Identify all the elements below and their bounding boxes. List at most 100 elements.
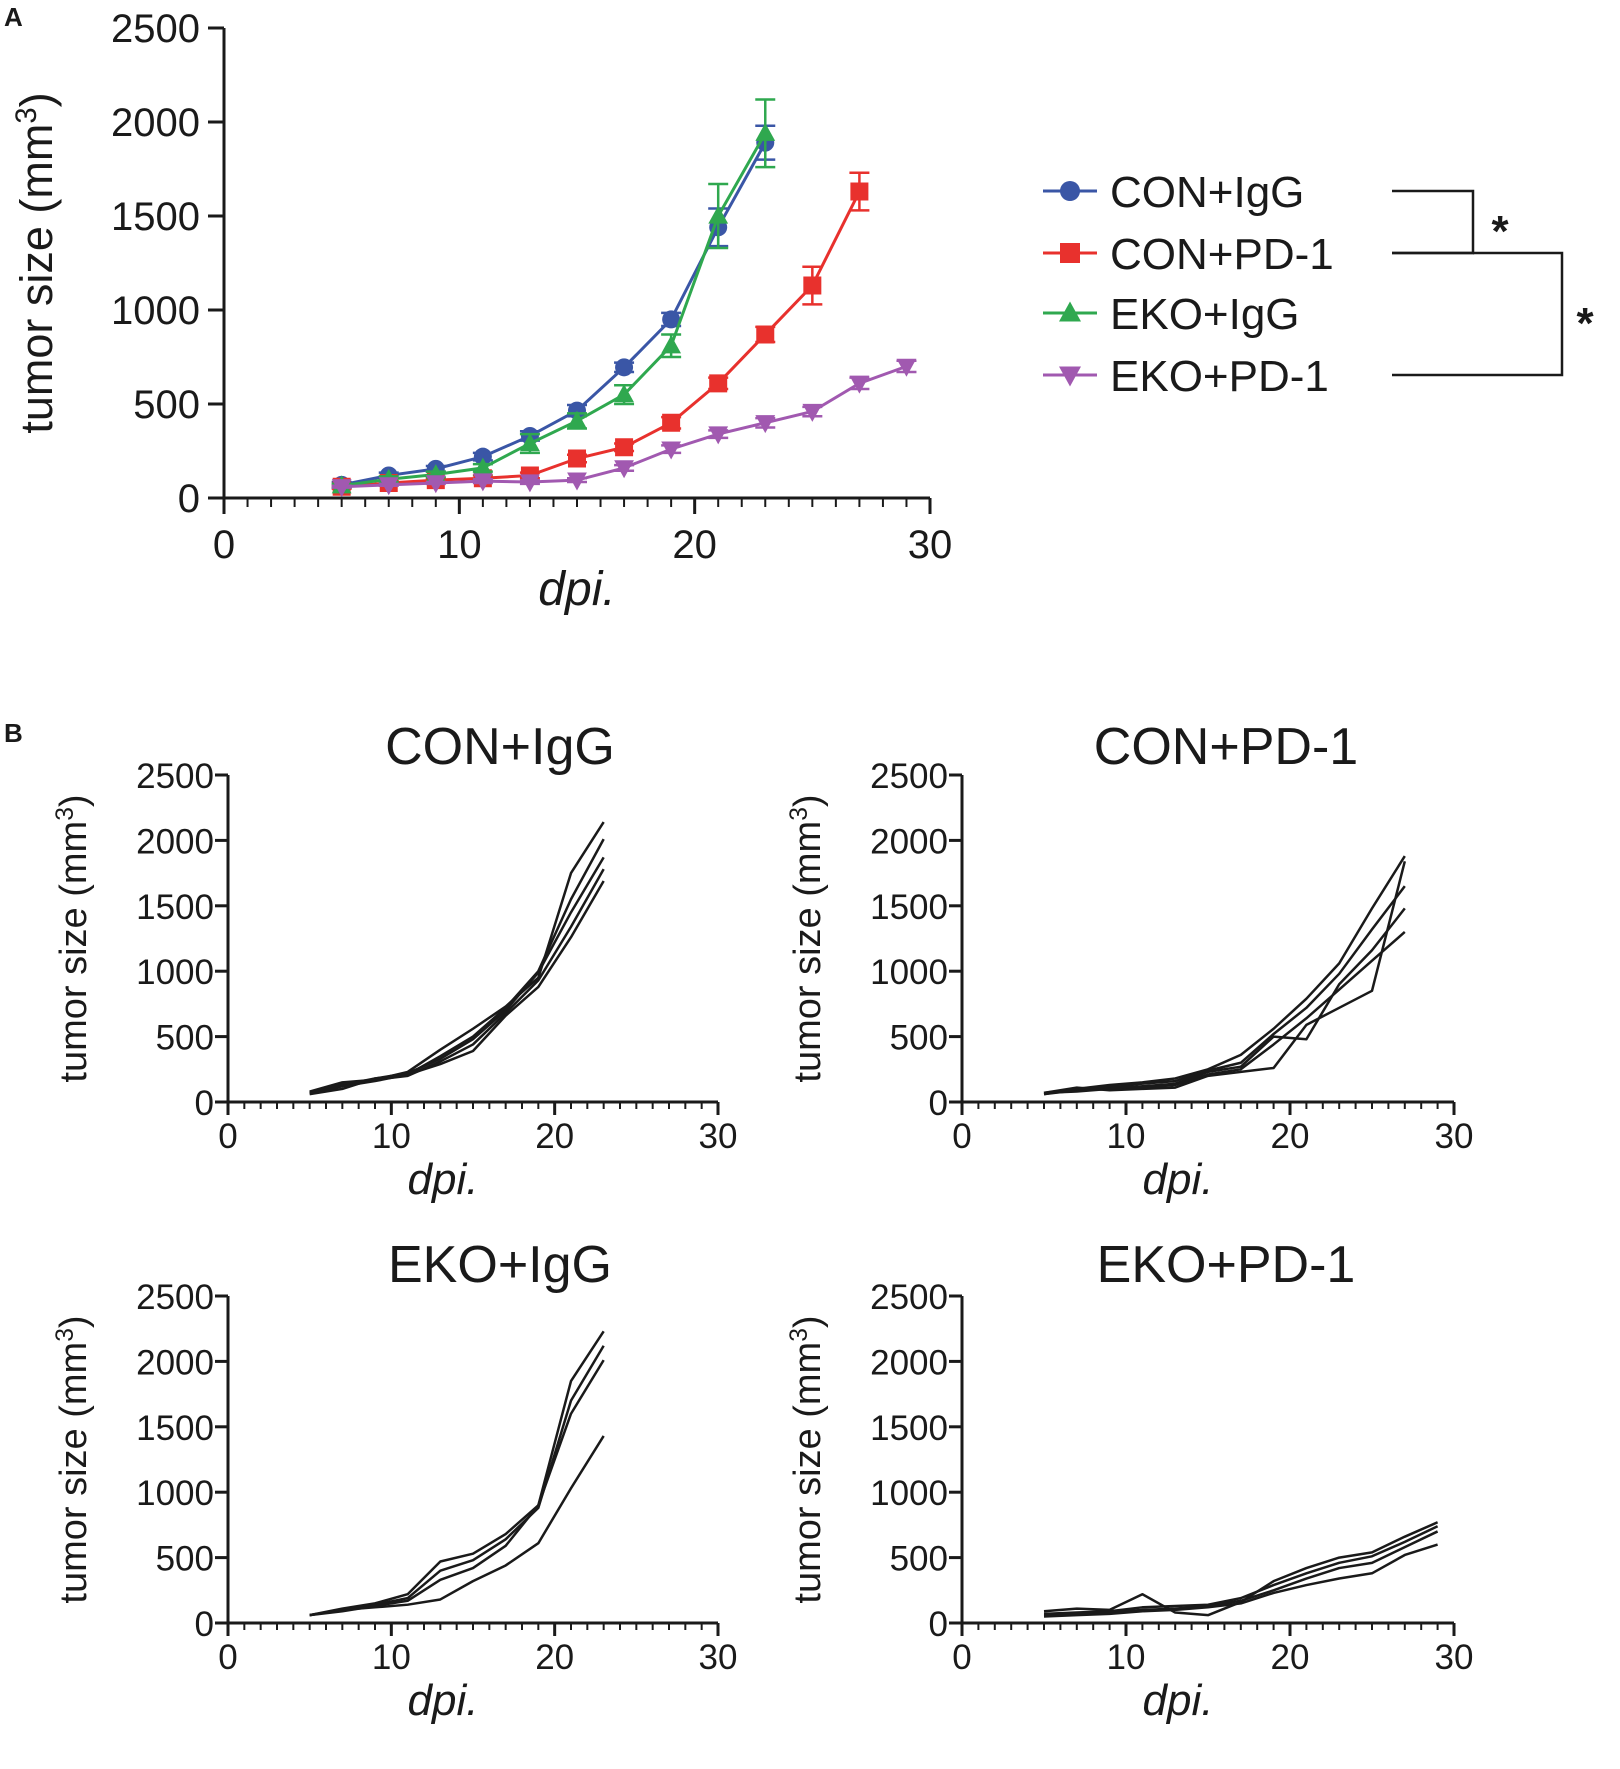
y-tick-label: 500 <box>133 383 200 427</box>
y-tick-label: 1500 <box>870 1409 948 1448</box>
significance-star: * <box>1491 207 1509 256</box>
y-tick-label: 500 <box>890 1540 948 1579</box>
legend-label: CON+IgG <box>1110 168 1304 217</box>
series-line <box>341 190 861 489</box>
x-tick-label: 20 <box>535 1117 574 1156</box>
data-point <box>472 473 493 492</box>
chart-b-eko-pd1: 0 10 20 30 0 500 1000 1500 2000 2500 dpi. tumor siz… <box>786 1236 1474 1725</box>
y-tick-label: 2000 <box>870 822 948 861</box>
individual-growth-line <box>309 1435 605 1617</box>
data-point <box>615 358 634 377</box>
chart-b-eko-igg: 0 10 20 30 0 500 1000 1500 2000 2500 dpi. tumor siz… <box>52 1236 738 1725</box>
data-point <box>520 433 540 452</box>
y-tick-label: 1500 <box>870 888 948 927</box>
panel-b-label: B <box>4 718 23 748</box>
series-line <box>341 141 767 487</box>
x-tick-label: 10 <box>1107 1117 1146 1156</box>
x-tick-label: 10 <box>372 1117 411 1156</box>
y-tick-label: 1000 <box>870 953 948 992</box>
x-tick-label: 0 <box>952 1117 971 1156</box>
y-axis-title: tumor size (mm3) <box>52 794 96 1082</box>
legend-marker <box>1060 243 1080 263</box>
y-tick-label: 1000 <box>111 289 200 333</box>
x-axis-title: dpi. <box>1143 1676 1214 1725</box>
data-point <box>615 438 634 457</box>
x-tick-label: 0 <box>218 1117 237 1156</box>
individual-growth-line <box>1043 1543 1438 1618</box>
panel-title: CON+IgG <box>385 718 615 776</box>
data-point <box>568 449 586 468</box>
data-point <box>896 358 917 377</box>
y-tick-label: 2500 <box>870 757 948 796</box>
x-tick-label: 0 <box>213 523 235 567</box>
individual-growth-line <box>309 880 605 1095</box>
x-tick-label: 30 <box>908 523 953 567</box>
y-axis-title: tumor size (mm3) <box>786 794 830 1082</box>
x-axis-title: dpi. <box>1143 1155 1214 1204</box>
significance-star: * <box>1576 299 1594 348</box>
significance-brackets: ** <box>1392 189 1594 377</box>
y-tick-label: 2500 <box>136 1278 214 1317</box>
y-tick-label: 0 <box>195 1084 214 1123</box>
individual-growth-line <box>1043 1525 1439 1616</box>
data-point <box>850 182 869 201</box>
y-axis-title: tumor size (mm3) <box>11 92 62 433</box>
y-tick-label: 0 <box>929 1084 948 1123</box>
x-tick-label: 20 <box>535 1638 574 1677</box>
x-axis-title: dpi. <box>538 563 615 616</box>
y-tick-label: 2500 <box>136 757 214 796</box>
x-tick-label: 20 <box>1271 1638 1310 1677</box>
data-point <box>709 374 728 393</box>
data-point <box>520 474 540 493</box>
data-point <box>614 460 634 479</box>
data-point <box>756 325 775 344</box>
x-tick-label: 10 <box>437 523 482 567</box>
data-point <box>661 441 682 460</box>
y-tick-label: 0 <box>195 1605 214 1644</box>
data-point <box>802 403 823 422</box>
series-eko-pd-1 <box>331 358 917 498</box>
data-point <box>567 472 587 491</box>
x-tick-label: 0 <box>218 1638 237 1677</box>
x-tick-label: 20 <box>672 523 717 567</box>
series-line <box>341 132 767 488</box>
x-axis-title: dpi. <box>408 1676 479 1725</box>
series-eko-igg <box>331 98 776 494</box>
y-tick-label: 1000 <box>136 953 214 992</box>
y-axis-title: tumor size (mm3) <box>786 1315 830 1603</box>
y-tick-label: 2000 <box>136 1343 214 1382</box>
y-tick-label: 500 <box>890 1019 948 1058</box>
individual-growth-line <box>309 868 605 1095</box>
data-point <box>708 205 729 224</box>
bracket <box>1392 251 1564 377</box>
data-point <box>708 426 729 445</box>
y-tick-label: 2000 <box>136 822 214 861</box>
data-point <box>755 415 776 434</box>
panel-title: EKO+PD-1 <box>1097 1236 1356 1294</box>
x-tick-label: 0 <box>952 1638 971 1677</box>
y-tick-label: 2000 <box>870 1343 948 1382</box>
legend-label: CON+PD-1 <box>1110 230 1334 279</box>
bracket <box>1392 189 1475 255</box>
data-point <box>849 375 870 394</box>
data-point <box>331 479 352 498</box>
chart-a: 0 10 20 30 0 500 1000 1500 2000 2500 dpi. tumor siz… <box>11 7 1594 616</box>
x-tick-label: 10 <box>1107 1638 1146 1677</box>
x-tick-label: 10 <box>372 1638 411 1677</box>
data-point <box>378 477 399 496</box>
y-tick-label: 1000 <box>136 1474 214 1513</box>
individual-growth-line <box>309 1330 605 1617</box>
y-tick-label: 500 <box>156 1019 214 1058</box>
x-tick-label: 30 <box>1435 1638 1474 1677</box>
data-point <box>567 410 587 429</box>
individual-growth-line <box>1043 931 1406 1096</box>
panel-title: EKO+IgG <box>388 1236 612 1294</box>
individual-growth-line <box>1043 855 1406 1095</box>
y-tick-label: 0 <box>178 477 200 521</box>
panel-title: CON+PD-1 <box>1094 718 1358 776</box>
x-tick-label: 30 <box>699 1638 738 1677</box>
y-tick-label: 2000 <box>111 101 200 145</box>
series-con-pd-1 <box>331 171 870 496</box>
data-point <box>425 475 446 494</box>
